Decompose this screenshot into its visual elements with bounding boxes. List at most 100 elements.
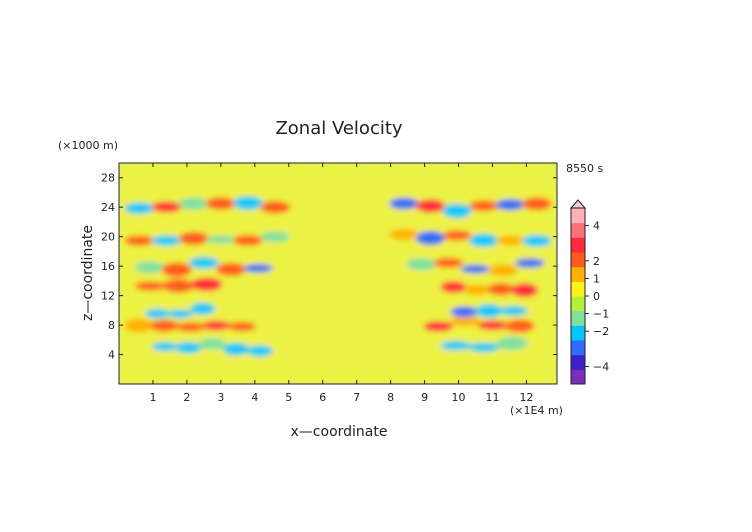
field-cell xyxy=(415,231,446,245)
colorbar-segment xyxy=(571,266,585,282)
field-cell xyxy=(201,320,231,331)
colorbar-segment xyxy=(571,208,585,224)
x-tick-label: 8 xyxy=(387,391,394,404)
field-cell xyxy=(124,318,153,333)
field-cell xyxy=(468,342,500,352)
field-cell xyxy=(522,197,552,210)
field-cell xyxy=(199,338,226,350)
colorbar-tick-label: 0 xyxy=(593,290,600,303)
field-cell xyxy=(227,322,257,332)
field-cell xyxy=(500,306,528,316)
field-cell xyxy=(260,201,291,214)
y-axis-unit: (×1000 m) xyxy=(58,139,118,152)
field-cell xyxy=(487,264,518,276)
colorbar-tick-label: −1 xyxy=(593,308,609,321)
x-tick-label: 10 xyxy=(452,391,466,404)
colorbar-segment xyxy=(571,325,585,341)
colorbar-tick-label: 4 xyxy=(593,220,600,233)
x-tick-label: 3 xyxy=(217,391,224,404)
x-tick-label: 5 xyxy=(285,391,292,404)
field-cell xyxy=(178,197,209,210)
colorbar-segment xyxy=(571,296,585,312)
field-cell xyxy=(464,284,491,295)
field-cell xyxy=(450,306,478,318)
field-cell xyxy=(243,264,274,273)
velocity-field xyxy=(119,163,557,384)
colorbar-tick-label: 2 xyxy=(593,255,600,268)
field-cell xyxy=(175,342,202,354)
chart-title: Zonal Velocity xyxy=(275,118,402,139)
time-label: 8550 s xyxy=(566,162,603,175)
field-cell xyxy=(176,322,205,332)
field-cell xyxy=(514,258,545,268)
field-cell xyxy=(167,309,193,319)
field-cell xyxy=(423,321,454,332)
field-cell xyxy=(450,316,481,327)
field-cell xyxy=(124,202,155,214)
field-cell xyxy=(415,199,446,213)
colorbar-tick-label: −4 xyxy=(593,360,609,373)
colorbar-tick-label: −2 xyxy=(593,325,609,338)
y-tick-label: 8 xyxy=(108,319,115,332)
y-tick-label: 16 xyxy=(101,260,115,273)
field-cell xyxy=(145,308,170,319)
colorbar-tick-label: 1 xyxy=(593,272,600,285)
x-tick-label: 11 xyxy=(485,391,499,404)
field-cell xyxy=(134,261,165,274)
field-cell xyxy=(440,281,467,293)
field-cell xyxy=(522,235,552,247)
colorbar-segment xyxy=(571,281,585,297)
x-tick-label: 12 xyxy=(519,391,533,404)
field-cell xyxy=(469,200,499,212)
field-cell xyxy=(233,235,263,246)
colorbar-segment xyxy=(571,340,585,356)
field-cell xyxy=(178,232,209,245)
y-tick-label: 28 xyxy=(101,172,115,185)
x-tick-label: 2 xyxy=(183,391,190,404)
field-cell xyxy=(475,304,503,318)
field-cell xyxy=(469,233,499,248)
field-cell xyxy=(442,204,472,218)
colorbar-overflow-arrow xyxy=(569,199,587,209)
field-cell xyxy=(205,197,236,210)
field-cell xyxy=(495,199,525,211)
colorbar: 4 2 1 0 −1 −2 −4 xyxy=(569,199,609,385)
colorbar-segment xyxy=(571,222,585,238)
field-cell xyxy=(151,342,178,351)
field-cell xyxy=(511,283,538,298)
x-axis-unit: (×1E4 m) xyxy=(510,404,563,417)
y-tick-label: 4 xyxy=(108,349,115,362)
field-cell xyxy=(223,342,250,356)
x-axis: 1 2 3 4 5 6 7 8 9 10 11 12 xyxy=(149,163,533,404)
field-cell xyxy=(260,231,291,243)
field-cell xyxy=(406,258,437,271)
field-cell xyxy=(124,235,155,246)
field-cell xyxy=(151,235,182,246)
field-cell xyxy=(495,235,525,246)
field-cell xyxy=(161,262,192,277)
colorbar-segment xyxy=(571,252,585,268)
x-tick-label: 1 xyxy=(149,391,156,404)
y-axis: 4 8 12 16 20 24 28 xyxy=(101,172,557,362)
field-cell xyxy=(389,197,419,210)
colorbar-segment xyxy=(571,237,585,253)
field-cell xyxy=(246,345,273,357)
field-cell xyxy=(134,281,166,291)
field-cell xyxy=(442,230,472,241)
field-cell xyxy=(389,229,419,240)
field-cell xyxy=(460,264,491,274)
x-tick-label: 4 xyxy=(251,391,258,404)
x-tick-label: 9 xyxy=(421,391,428,404)
field-cell xyxy=(151,201,182,213)
x-tick-label: 7 xyxy=(353,391,360,404)
colorbar-segment xyxy=(571,369,585,385)
field-cell xyxy=(440,341,472,351)
field-cell xyxy=(496,336,528,351)
plot-area xyxy=(118,162,558,385)
y-axis-label: z—coordinate xyxy=(80,225,96,321)
x-tick-label: 6 xyxy=(319,391,326,404)
field-cell xyxy=(190,302,216,315)
field-cell xyxy=(191,277,223,292)
field-cell xyxy=(150,320,179,332)
